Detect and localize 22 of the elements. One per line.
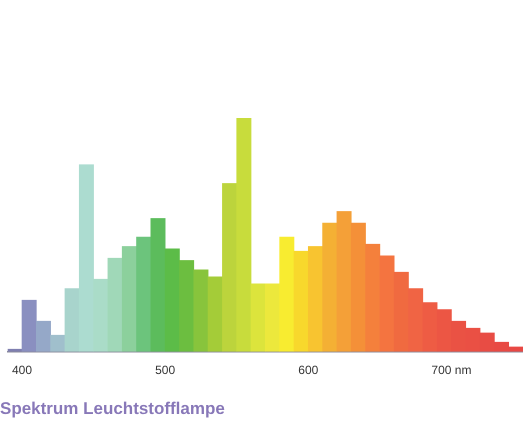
text: Spektrum Leuchtstofflampe <box>0 398 226 420</box>
bar <box>108 258 123 352</box>
bar <box>164 248 180 352</box>
bar <box>50 334 66 352</box>
bar <box>336 211 352 352</box>
bar <box>250 284 266 352</box>
bar <box>22 300 37 352</box>
bar <box>308 246 323 352</box>
x-tick-label: 500 <box>155 363 176 378</box>
bar <box>208 276 223 352</box>
bar <box>136 236 152 352</box>
bar <box>150 218 166 352</box>
bar <box>179 260 194 352</box>
bar <box>193 270 208 352</box>
x-tick-label: 400 <box>12 363 32 378</box>
bar <box>122 246 137 352</box>
x-tick-label: 700 nm <box>431 363 472 378</box>
bar <box>294 250 309 352</box>
x-tick-label: 600 <box>298 363 319 378</box>
bar <box>36 320 51 352</box>
bar <box>350 222 366 352</box>
bar <box>322 222 338 352</box>
